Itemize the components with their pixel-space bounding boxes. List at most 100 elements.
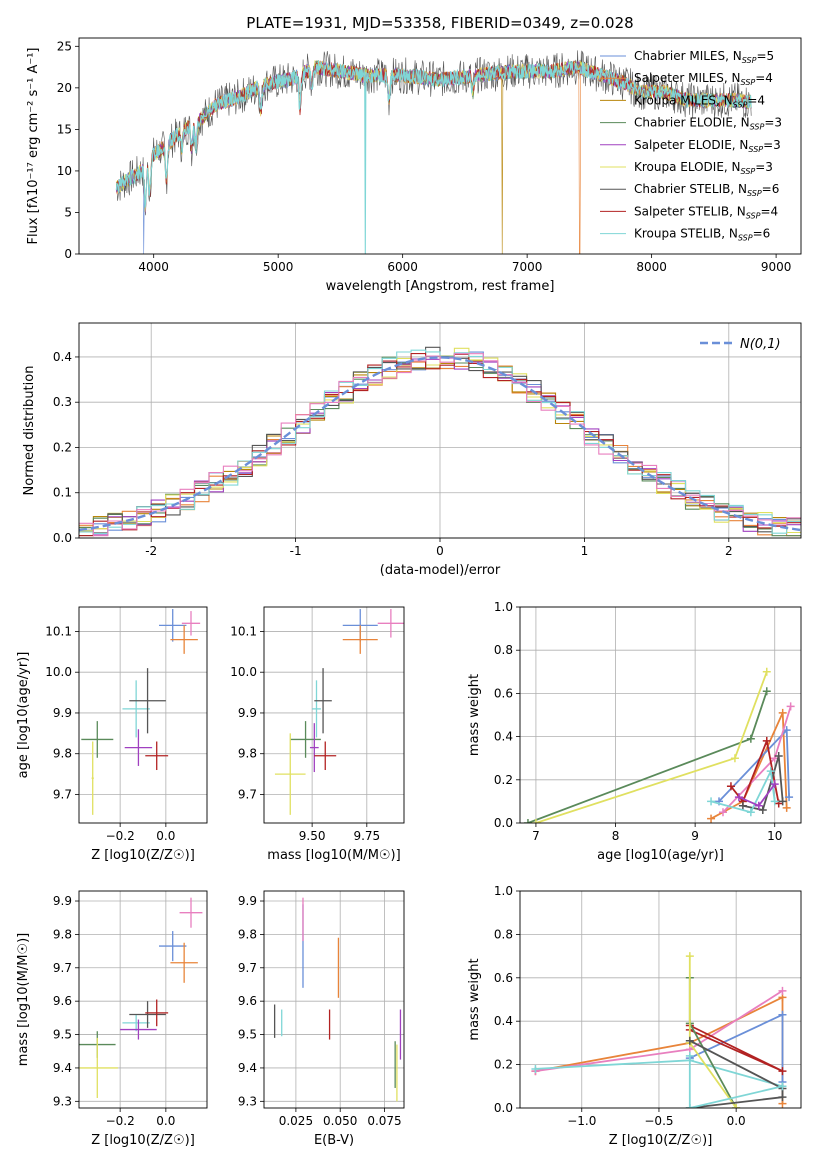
weight-marker (685, 1104, 694, 1108)
weight-marker (785, 793, 794, 802)
y-axis-label: age [log10(age/yr)] (16, 652, 31, 779)
legend-entry: Kroupa STELIB, NSSP=6 (634, 227, 770, 243)
x-tick-label: 1 (581, 544, 589, 558)
weight-marker (770, 780, 779, 789)
y-tick-label: 9.7 (238, 961, 257, 975)
grid-lines (264, 607, 404, 823)
errorbar-point (124, 729, 153, 766)
y-tick-label: 9.4 (238, 1061, 257, 1075)
y-tick-label: 20 (57, 81, 72, 95)
y-tick-label: 0.0 (53, 531, 72, 545)
plot-area (79, 346, 801, 537)
weight-line (730, 737, 780, 804)
panel-weight_vs_age: 7 8 9 10 0.0 0.2 0.4 0.6 0.8 1.0 age [log10(age/yr… (467, 600, 802, 863)
x-tick-label: 0.0 (727, 1114, 746, 1128)
errorbar-point (120, 1019, 157, 1040)
y-tick-label: 9.9 (53, 894, 72, 908)
y-tick-label: 9.5 (238, 1028, 257, 1042)
y-tick-label: 0.2 (494, 773, 513, 787)
spectrum-line (116, 60, 752, 204)
grid-lines (79, 891, 207, 1108)
x-axis-label: mass [log10(M/M☉)] (267, 848, 400, 863)
y-tick-label: 1.0 (494, 884, 513, 898)
panel-mass_vs_ebv: 0.025 0.050 0.075 9.3 9.4 9.5 9.6 9.7 9.8 9.9 E(B-… (238, 890, 405, 1148)
weight-marker (726, 782, 735, 791)
x-tick-label: 9.50 (299, 829, 326, 843)
weight-marker (766, 767, 775, 776)
y-tick-label: 0.4 (494, 730, 513, 744)
errorbar-point (342, 625, 378, 654)
axes-frame (78, 606, 208, 824)
weight-marker (685, 1051, 694, 1060)
histogram-series (79, 353, 801, 537)
weight-marker (531, 1064, 540, 1073)
weight-marker (707, 797, 716, 806)
weight-marker (746, 734, 755, 743)
axes-frame (78, 37, 802, 255)
y-tick-label: 9.7 (53, 961, 72, 975)
y-tick-label: 10.1 (45, 624, 72, 638)
legend-entry: Chabrier MILES, NSSP=5 (634, 49, 774, 65)
x-tick-label: 0 (436, 544, 444, 558)
x-tick-label: 0.0 (156, 829, 175, 843)
weight-series (738, 752, 787, 815)
plot-area (115, 50, 752, 254)
weight-line (710, 712, 788, 820)
grid-lines (79, 607, 207, 823)
errorbar-point (314, 668, 332, 734)
x-tick-label: 0.075 (367, 1114, 401, 1128)
weight-marker (523, 819, 532, 823)
errorbar-point (179, 897, 203, 928)
errorbar-point (79, 1037, 118, 1098)
weight-marker (707, 814, 716, 823)
weight-line (718, 727, 790, 803)
y-tick-label: 9.9 (238, 894, 257, 908)
errorbar-point (309, 723, 319, 773)
legend-entry: Kroupa ELODIE, NSSP=3 (634, 160, 773, 176)
x-tick-label: 5000 (263, 260, 294, 274)
weight-marker (531, 819, 540, 823)
x-tick-label: −0.5 (644, 1114, 673, 1128)
x-tick-label: 0.050 (323, 1114, 357, 1128)
y-tick-label: 10.1 (230, 624, 257, 638)
errorbar-point (170, 625, 198, 654)
weight-marker (786, 702, 795, 711)
y-tick-label: 0.6 (494, 971, 513, 985)
x-tick-label: −0.2 (106, 829, 135, 843)
y-tick-label: 25 (57, 39, 72, 53)
legend-entry: Chabrier ELODIE, NSSP=3 (634, 116, 782, 132)
axes-frame (519, 606, 802, 824)
plot-area (81, 609, 201, 815)
plot-area (79, 897, 203, 1098)
errorbar-point (312, 680, 321, 738)
plot-area (274, 609, 404, 815)
y-tick-label: 0.4 (53, 350, 72, 364)
weight-marker (778, 1093, 787, 1102)
x-tick-label: 9000 (761, 260, 792, 274)
weight-line (688, 1055, 783, 1108)
spectrum-legend: Chabrier MILES, NSSP=5 Salpeter MILES, NS… (600, 49, 782, 243)
panel-residuals: -2 -1 0 1 2 0.0 0.1 0.2 0.3 0.4 (data-model)/error… (22, 322, 802, 578)
y-tick-label: 0.8 (494, 927, 513, 941)
y-tick-label: 9.9 (53, 706, 72, 720)
weight-marker (778, 1082, 787, 1091)
weight-marker (746, 808, 755, 817)
weight-series (523, 687, 771, 823)
errorbar-point (159, 609, 187, 642)
x-tick-label: 8 (612, 829, 620, 843)
y-tick-label: 1.0 (494, 600, 513, 614)
y-axis-label: mass weight (467, 674, 482, 756)
x-tick-label: −1.0 (567, 1114, 596, 1128)
y-tick-label: 0.1 (53, 486, 72, 500)
weight-marker (762, 687, 771, 696)
y-axis-label: mass [log10(M/M☉)] (16, 933, 31, 1066)
x-tick-label: -2 (145, 544, 157, 558)
y-tick-label: 9.6 (53, 994, 72, 1008)
figure-title: PLATE=1931, MJD=53358, FIBERID=0349, z=0… (246, 14, 633, 32)
plot-area (273, 897, 402, 1102)
x-tick-label: −0.2 (106, 1114, 135, 1128)
x-tick-label: 9 (691, 829, 699, 843)
errorbar-point (145, 999, 169, 1027)
weight-marker (762, 736, 771, 745)
y-tick-label: 9.8 (53, 747, 72, 761)
